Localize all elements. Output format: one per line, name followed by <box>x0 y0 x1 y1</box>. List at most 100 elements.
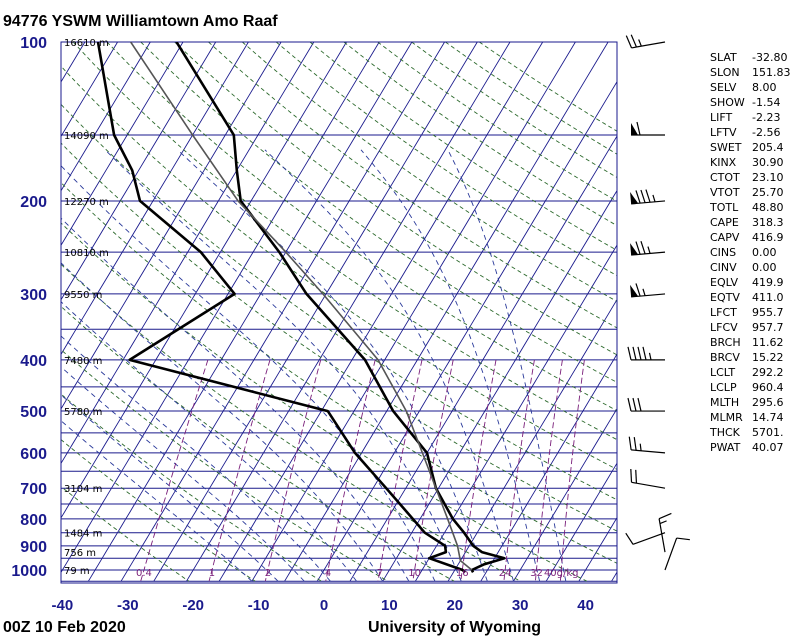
mixing-ratio-line <box>264 359 322 582</box>
barb-flag <box>627 346 632 361</box>
barb-staff <box>664 537 678 571</box>
isotherm-line <box>61 42 118 138</box>
isotherm-line <box>349 135 617 582</box>
barb-staff <box>631 449 666 454</box>
barb-pennant <box>630 284 639 297</box>
mixing-ratio-label: 1 <box>209 568 215 579</box>
pressure-tick-label: 500 <box>20 404 47 421</box>
isotherm-line <box>578 516 617 582</box>
index-name: LFCV <box>710 321 738 334</box>
index-name: SWET <box>710 141 742 154</box>
isotherm-line <box>61 42 217 301</box>
temperature-tick-label: -40 <box>52 597 74 614</box>
barb-flag <box>625 532 634 545</box>
moist-adiabat-line <box>61 335 331 582</box>
index-value: 23.10 <box>752 171 784 184</box>
temperature-tick-label: 0 <box>320 597 328 614</box>
height-label: 14090 m <box>64 131 109 142</box>
isotherm-line <box>0 42 52 581</box>
mixing-ratio-line <box>503 359 535 582</box>
barb-flag <box>636 121 641 136</box>
pressure-tick-label: 1000 <box>11 563 47 580</box>
wind-barb <box>630 189 666 205</box>
isotherm-line <box>61 42 249 356</box>
barb-staff <box>631 481 666 489</box>
index-name: SLAT <box>710 51 737 64</box>
dry-adiabat-line <box>61 65 617 470</box>
index-value: 411.0 <box>752 291 784 304</box>
index-value: 30.90 <box>752 156 784 169</box>
dry-adiabat-line <box>275 42 617 277</box>
barb-flag <box>633 437 637 451</box>
wind-barb <box>627 397 665 412</box>
index-name: BRCH <box>710 336 741 349</box>
index-name: LCLP <box>710 381 737 394</box>
parcel-line <box>130 42 473 571</box>
footer-source: University of Wyoming <box>368 619 541 636</box>
barb-flag <box>630 468 633 483</box>
moist-adiabat-line <box>61 394 279 582</box>
mixing-ratio-line <box>208 359 271 582</box>
index-name: PWAT <box>710 441 741 454</box>
barb-half-flag <box>659 520 667 525</box>
isotherm-line <box>61 42 347 519</box>
moist-adiabat-line <box>360 149 541 582</box>
height-label: 7480 m <box>64 356 102 367</box>
index-value: 416.9 <box>752 231 784 244</box>
barb-staff <box>632 532 666 545</box>
barb-flag <box>645 189 651 203</box>
barb-staff <box>631 293 666 298</box>
index-name: EQLV <box>710 276 739 289</box>
mixing-ratio-label: 7 <box>377 568 383 579</box>
index-value: 955.7 <box>752 306 784 319</box>
wind-barb <box>658 512 672 553</box>
index-value: 0.00 <box>752 261 777 274</box>
index-value: 957.7 <box>752 321 784 334</box>
wind-barb <box>628 436 666 454</box>
mixing-ratio-label: 24 <box>499 568 512 579</box>
isotherm-line <box>88 42 413 582</box>
isotherm-line <box>120 42 445 582</box>
wind-barbs <box>625 34 690 571</box>
dry-adiabat-line <box>61 142 617 532</box>
index-name: CINV <box>710 261 737 274</box>
barb-half-flag <box>639 443 642 451</box>
wind-barb <box>627 346 665 361</box>
height-label: 756 m <box>64 548 96 559</box>
index-name: LFCT <box>710 306 737 319</box>
wind-barb <box>625 34 666 49</box>
index-value: 318.3 <box>752 216 784 229</box>
wind-barb <box>630 283 666 298</box>
moist-adiabat-line <box>61 165 436 582</box>
mixing-ratio-label: 16 <box>456 568 469 579</box>
index-value: 151.83 <box>752 66 791 79</box>
mixing-ratio-line <box>559 359 585 582</box>
barb-flag <box>635 469 638 484</box>
barb-flag <box>637 397 642 412</box>
index-name: LCLT <box>710 366 735 379</box>
index-value: 15.22 <box>752 351 784 364</box>
isotherm-line <box>316 80 617 582</box>
pressure-tick-label: 600 <box>20 446 47 463</box>
barb-flag <box>632 346 637 361</box>
mixing-ratio-label: 0.4 <box>136 568 152 579</box>
isotherm-line <box>61 42 380 574</box>
barb-half-flag <box>642 288 646 296</box>
wind-barb <box>630 468 666 489</box>
index-name: EQTV <box>710 291 740 304</box>
footer-date: 00Z 10 Feb 2020 <box>3 619 126 636</box>
isotherm-line <box>61 42 315 465</box>
height-label: 16610 m <box>64 38 109 49</box>
temperature-tick-label: -30 <box>117 597 139 614</box>
isotherm-line <box>218 42 544 582</box>
barb-flag <box>640 189 646 203</box>
wind-barb <box>664 537 690 571</box>
mixing-ratio-label: 40g/kg <box>544 568 579 579</box>
barb-half-flag <box>638 39 642 47</box>
barb-half-flag <box>652 194 656 202</box>
temperature-tick-label: -20 <box>182 597 204 614</box>
index-value: -32.80 <box>752 51 787 64</box>
dry-adiabat-line <box>242 42 617 302</box>
barb-staff <box>631 200 666 205</box>
